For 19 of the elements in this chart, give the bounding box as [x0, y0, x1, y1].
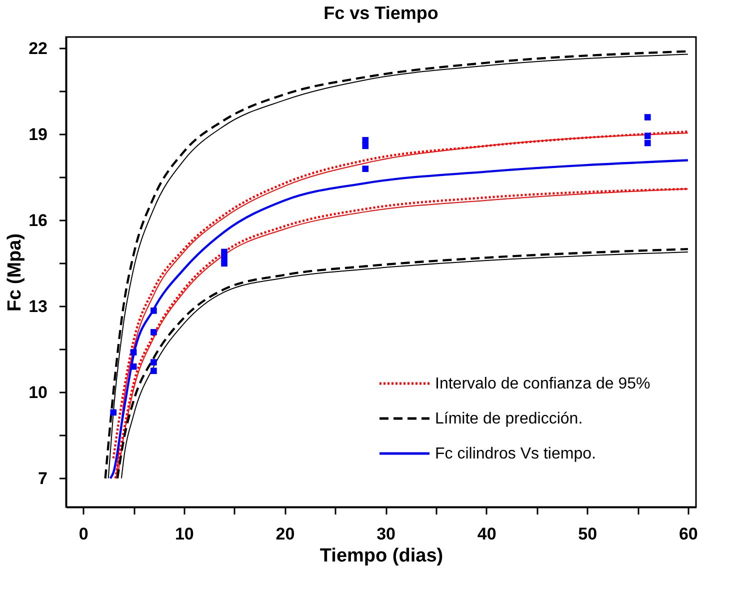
y-tick-label: 19 — [28, 124, 48, 144]
legend-label: Fc cilindros Vs tiempo. — [435, 446, 596, 462]
y-tick-label: 22 — [28, 38, 48, 58]
x-tick-label: 30 — [376, 524, 396, 544]
y-tick-label: 16 — [28, 210, 48, 230]
x-tick-label: 40 — [477, 524, 496, 544]
y-axis-title: Fc (Mpa) — [4, 233, 26, 312]
legend-label: Límite de predicción. — [435, 410, 583, 428]
x-tick-label: 60 — [678, 524, 698, 544]
x-tick-label: 50 — [578, 524, 598, 544]
x-tick-label: 20 — [276, 524, 295, 544]
chart-title: Fc vs Tiempo — [324, 3, 438, 23]
y-tick-label: 13 — [28, 296, 48, 316]
y-tick-label: 7 — [38, 468, 48, 488]
y-tick-label: 10 — [28, 382, 48, 402]
x-tick-label: 0 — [78, 524, 88, 544]
x-tick-label: 10 — [174, 524, 194, 544]
legend-label: Intervalo de confianza de 95% — [435, 376, 650, 392]
x-axis-title: Tiempo (dias) — [320, 546, 444, 566]
